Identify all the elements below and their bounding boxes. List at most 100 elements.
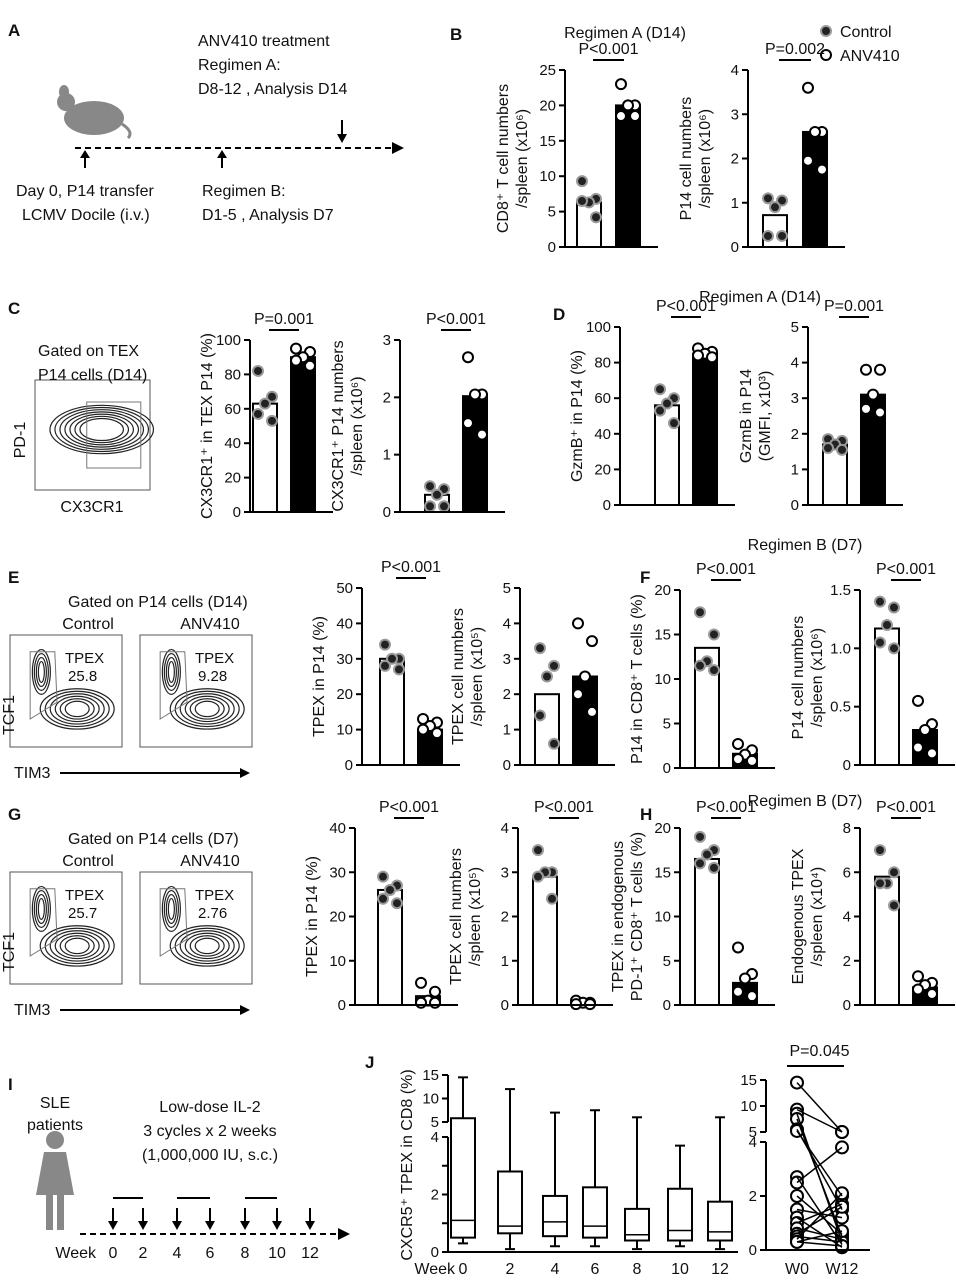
y-tick-label: 100 (586, 319, 611, 336)
week-label: 4 (173, 1245, 182, 1262)
bar-anv410 (290, 356, 316, 514)
data-point-control (708, 628, 720, 641)
y-tick-label: 60 (224, 401, 241, 418)
y-tick-label: 10 (539, 168, 556, 185)
y-tick-label: 20 (224, 470, 241, 487)
timeline-arrowhead (338, 1228, 350, 1240)
contour (179, 693, 235, 725)
y-tick-label: 10 (654, 909, 671, 926)
data-point-control (694, 830, 706, 843)
svg-text:ANV410 treatment: ANV410 treatment (198, 33, 330, 50)
flow-plot-control (9, 871, 123, 985)
y-tick-label: 0 (663, 997, 671, 1014)
legend-anv410-marker (820, 49, 832, 61)
y-tick-label: 40 (329, 820, 346, 837)
data-point-control (548, 659, 560, 672)
data-point-control (762, 229, 774, 242)
x-axis-label: TIM3 (14, 765, 51, 782)
contour (64, 937, 90, 955)
data-point-control (694, 857, 706, 870)
pair-line (796, 1230, 843, 1243)
y-axis-label: PD-1⁺ CD8⁺ T cells (%) (629, 832, 646, 1001)
y-tick-label: 20 (654, 820, 671, 837)
p-value: P<0.001 (426, 311, 486, 328)
y-tick-label: 0 (603, 497, 611, 514)
p-value: P<0.001 (696, 799, 756, 816)
regimen-title: Regimen B (D7) (748, 793, 863, 810)
data-point-control (532, 870, 544, 883)
y-tick-label: 15 (740, 1072, 757, 1089)
y-tick-label: 4 (731, 62, 739, 79)
data-point-control (391, 897, 403, 910)
gate (159, 651, 188, 720)
y-axis-label: TPEX cell numbers (448, 848, 465, 985)
data-point-anv410 (586, 635, 598, 648)
y-axis-label: GzmB in P14 (738, 369, 755, 463)
pair-line (796, 1108, 843, 1133)
gate-name: TPEX (65, 650, 104, 667)
y-tick-label: 5 (431, 1114, 439, 1131)
bar-chart-12 (694, 830, 758, 1006)
y-axis-label: P14 cell numbers (678, 97, 695, 221)
data-point-control (694, 606, 706, 619)
y-axis-label: TPEX in P14 (%) (304, 856, 321, 977)
bar-chart-6 (379, 638, 443, 766)
p-value: P<0.001 (876, 561, 936, 578)
y-tick-label: 20 (336, 686, 353, 703)
y-axis-label: /spleen (x10⁶) (349, 376, 366, 475)
contour (49, 693, 105, 725)
data-point-control (874, 636, 886, 649)
p-value: P<0.001 (696, 561, 756, 578)
data-point-anv410 (746, 754, 758, 767)
gate-title: Gated on P14 cells (D7) (68, 831, 239, 848)
pair-line (796, 1216, 843, 1248)
data-point-control (654, 404, 666, 417)
bar-chart-11 (532, 844, 596, 1011)
patients-label: patients (27, 1117, 83, 1134)
contour (59, 935, 95, 957)
y-tick-label: 40 (224, 435, 241, 452)
contour (49, 930, 105, 962)
y-tick-label: 0 (791, 497, 799, 514)
data-point-control (546, 892, 558, 905)
svg-text:Gated on TEX: Gated on TEX (38, 343, 139, 360)
y-tick-label: 30 (336, 651, 353, 668)
data-point-anv410 (732, 941, 744, 954)
data-point-control (377, 870, 389, 883)
arrowhead (240, 1005, 250, 1015)
data-point-anv410 (622, 99, 634, 112)
contour (189, 935, 225, 957)
y-tick-label: 10 (422, 1091, 439, 1108)
svg-text:D1-5 , Analysis D7: D1-5 , Analysis D7 (202, 207, 334, 224)
box (497, 1170, 523, 1235)
box-plot (450, 1117, 733, 1242)
y-tick-label: 3 (383, 332, 391, 349)
y-tick-label: 4 (503, 615, 511, 632)
y-tick-label: 1 (503, 722, 511, 739)
bar-chart-13 (874, 844, 938, 1006)
y-tick-label: 3 (791, 390, 799, 407)
data-point-anv410 (579, 670, 591, 683)
gate-name: TPEX (65, 887, 104, 904)
contour (165, 893, 177, 924)
data-point-control (431, 488, 443, 501)
y-tick-label: 15 (654, 627, 671, 644)
data-point-anv410 (304, 359, 316, 372)
y-axis-label: /spleen (x10⁶) (809, 628, 826, 727)
y-tick-label: 5 (663, 953, 671, 970)
contour (169, 688, 245, 730)
contour (74, 415, 130, 444)
y-tick-label: 50 (336, 580, 353, 597)
contour (37, 897, 45, 920)
bar-anv410 (462, 395, 488, 514)
bar-chart-7 (534, 617, 598, 767)
y-tick-label: 1 (731, 195, 739, 212)
arrowhead (138, 1221, 148, 1230)
y-tick-label: 3 (501, 864, 509, 881)
svg-text:Day 0, P14 transfer: Day 0, P14 transfer (16, 183, 155, 200)
y-tick-label: 0 (843, 997, 851, 1014)
panel-letter-h: H (640, 805, 652, 824)
data-point-control (769, 201, 781, 214)
bar-chart-0 (576, 78, 641, 249)
bar-chart-9 (874, 595, 938, 766)
